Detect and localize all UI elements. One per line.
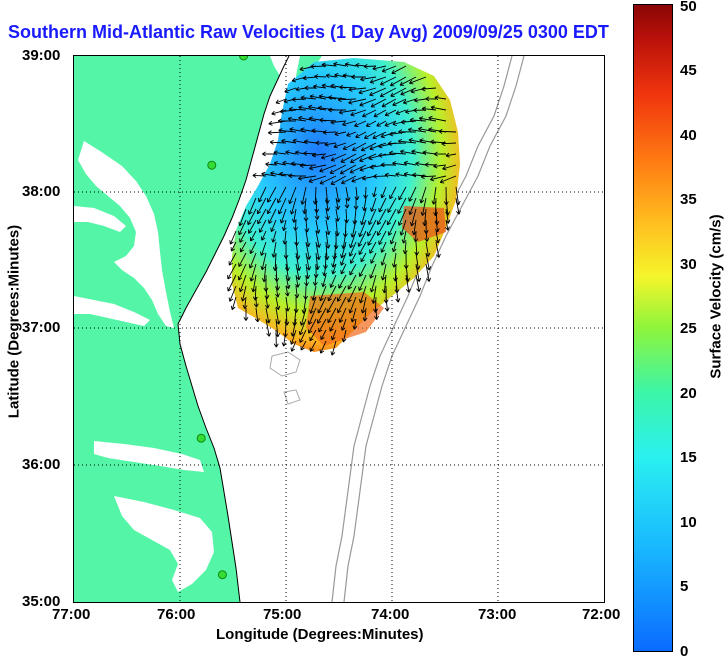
station-marker <box>197 434 205 442</box>
station-marker <box>218 571 226 579</box>
colorbar-tick-label: 35 <box>680 191 697 208</box>
colorbar-label: Surface Velocity (cm/s) <box>708 207 724 387</box>
y-tick-label: 36:00 <box>22 456 60 473</box>
y-tick-label: 39:00 <box>22 47 60 64</box>
colorbar-tick-label: 0 <box>680 643 688 660</box>
x-tick-label: 76:00 <box>157 606 195 623</box>
colorbar-tick-label: 40 <box>680 127 697 144</box>
map-title: Southern Mid-Atlantic Raw Velocities (1 … <box>8 22 609 43</box>
colorbar-tick-label: 5 <box>680 578 688 595</box>
station-marker <box>240 56 248 60</box>
colorbar-tick-label: 10 <box>680 514 697 531</box>
x-tick-label: 75:00 <box>263 606 301 623</box>
station-marker <box>208 161 216 169</box>
colorbar-tick-label: 30 <box>680 256 697 273</box>
x-tick-label: 77:00 <box>52 606 90 623</box>
colorbar-tick-label: 20 <box>680 385 697 402</box>
colorbar-tick-label: 25 <box>680 320 697 337</box>
y-tick-label: 38:00 <box>22 183 60 200</box>
x-tick-label: 73:00 <box>478 606 516 623</box>
colorbar-tick-label: 50 <box>680 0 697 15</box>
y-tick-label: 37:00 <box>22 319 60 336</box>
colorbar-tick-label: 45 <box>680 62 697 79</box>
map-canvas <box>74 56 604 602</box>
colorbar-tick-label: 15 <box>680 449 697 466</box>
y-axis-label: Latitude (Degrees:Minutes) <box>6 222 23 422</box>
velocity-arrow <box>231 297 236 310</box>
x-tick-label: 72:00 <box>582 606 620 623</box>
map-panel[interactable] <box>74 56 604 602</box>
x-tick-label: 74:00 <box>371 606 409 623</box>
bathymetry-contour <box>270 352 300 376</box>
x-axis-label: Longitude (Degrees:Minutes) <box>216 626 424 643</box>
colorbar <box>634 5 672 651</box>
